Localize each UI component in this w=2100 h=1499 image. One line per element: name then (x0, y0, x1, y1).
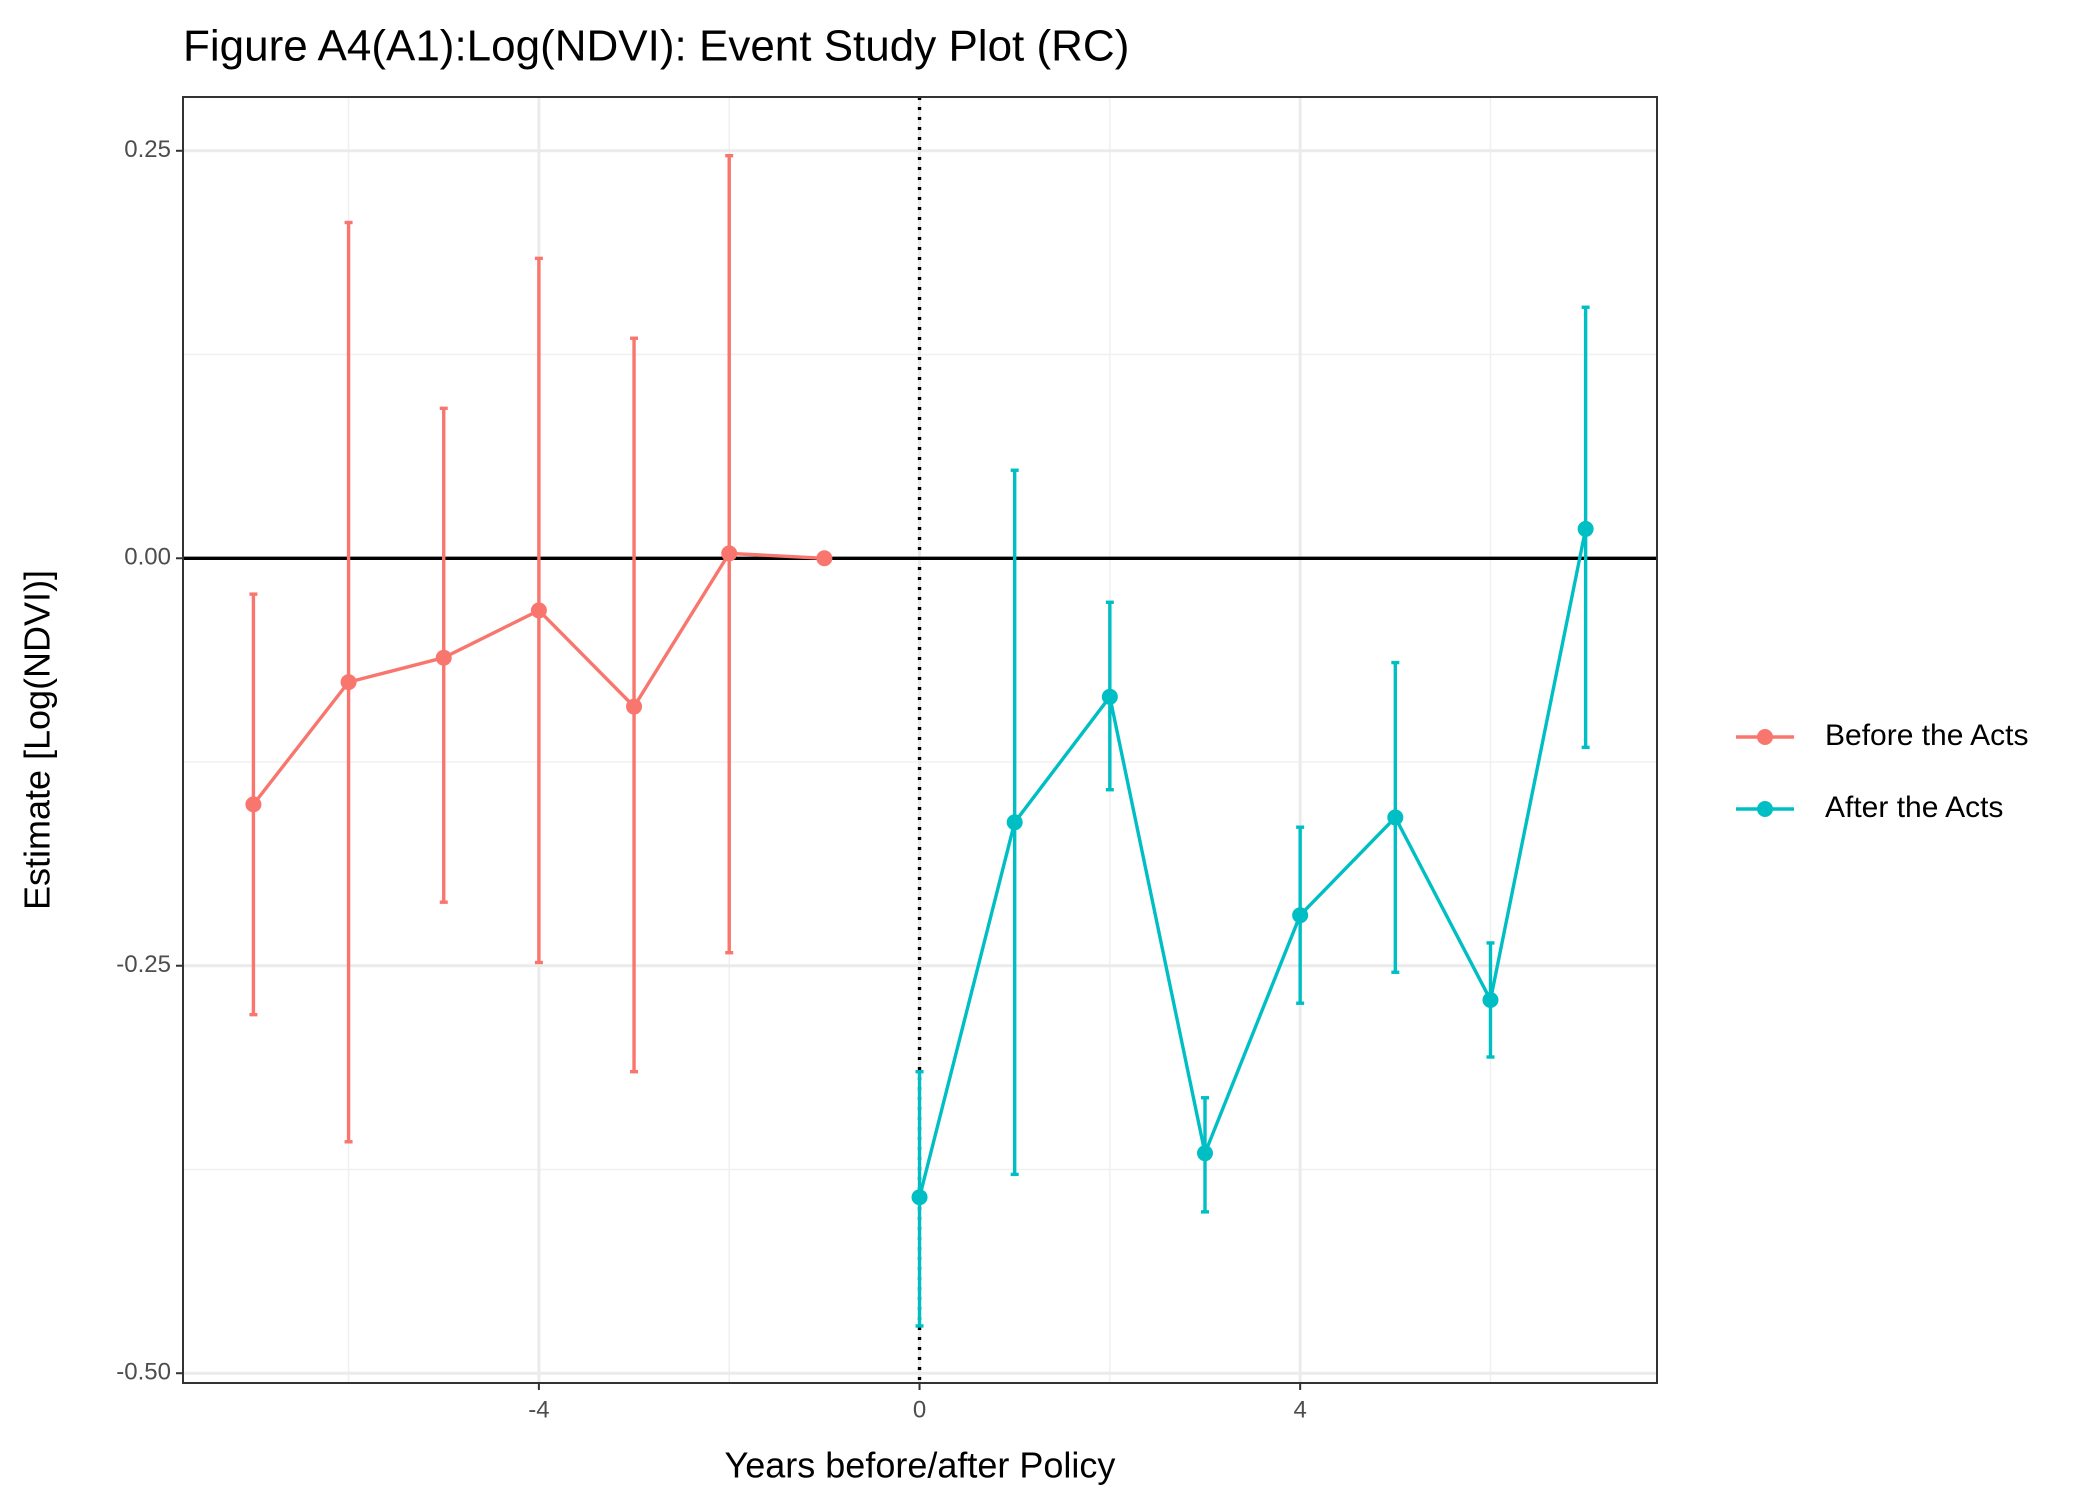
x-axis-title: Years before/after Policy (725, 1445, 1116, 1486)
data-point (1006, 814, 1023, 831)
chart-title: Figure A4(A1):Log(NDVI): Event Study Plo… (183, 22, 1129, 71)
data-point (816, 550, 833, 567)
x-tick-label: -4 (528, 1396, 549, 1423)
data-point (626, 698, 643, 715)
series-line (917, 528, 1588, 1198)
data-point (1101, 688, 1118, 705)
legend-point (1757, 801, 1773, 817)
y-tick-label: 0.00 (124, 544, 171, 571)
data-point (530, 602, 547, 619)
data-point (911, 1189, 928, 1206)
data-point (1482, 991, 1499, 1008)
data-point (1577, 520, 1594, 537)
x-tick-label: 0 (913, 1396, 926, 1423)
legend-label: Before the Acts (1825, 719, 2028, 752)
data-point (1196, 1145, 1213, 1162)
legend-point (1757, 729, 1773, 745)
y-tick-label: -0.50 (116, 1359, 171, 1386)
legend-label: After the Acts (1825, 791, 2003, 824)
y-axis-title: Estimate [Log(NDVI)] (17, 570, 58, 910)
y-tick-label: -0.25 (116, 951, 171, 978)
data-point (1387, 809, 1404, 826)
data-point (340, 674, 357, 691)
data-point (245, 796, 262, 813)
data-point (435, 649, 452, 666)
plot-border (182, 96, 1658, 1384)
x-tick-label: 4 (1293, 1396, 1306, 1423)
data-point (1292, 907, 1309, 924)
y-tick-label: 0.25 (124, 136, 171, 163)
data-point (721, 545, 738, 562)
